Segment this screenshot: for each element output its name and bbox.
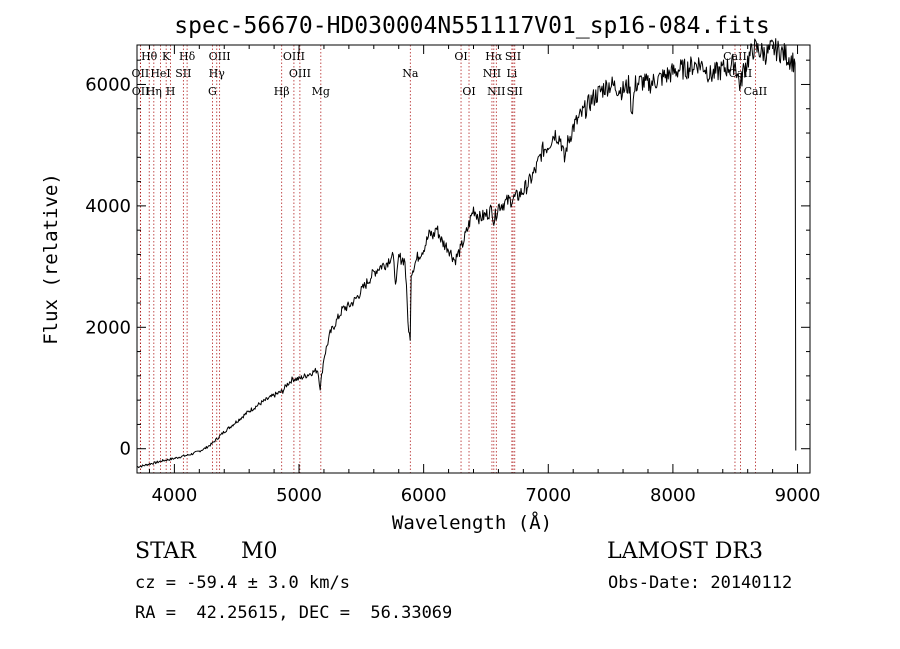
marker-label: G [208, 85, 217, 98]
coordinates-readout: RA = 42.25615, DEC = 56.33069 [135, 603, 453, 623]
marker-label: Hθ [141, 50, 158, 63]
marker-label: Hγ [209, 67, 226, 80]
marker-label: Li [506, 67, 517, 80]
marker-label: SII [175, 67, 191, 80]
x-axis-label: Wavelength (Å) [392, 511, 552, 534]
marker-label: OI [454, 50, 467, 63]
marker-label: H [166, 85, 176, 98]
y-tick-label: 0 [120, 439, 131, 460]
marker-label: Hδ [179, 50, 196, 63]
chart-title: spec-56670-HD030004N551117V01_sp16-084.f… [174, 13, 769, 39]
y-tick-label: 6000 [85, 74, 131, 95]
marker-label: Hα [485, 50, 503, 63]
x-tick-label: 9000 [775, 485, 821, 506]
x-tick-label: 5000 [276, 485, 322, 506]
marker-label: Hβ [274, 85, 290, 98]
marker-label: OIII [283, 50, 305, 63]
marker-label: K [162, 50, 171, 63]
x-tick-label: 8000 [650, 485, 696, 506]
y-axis-label: Flux (relative) [40, 173, 62, 345]
observation-date: Obs-Date: 20140112 [608, 573, 793, 593]
marker-label: Mg [312, 85, 330, 98]
marker-label: SII [507, 85, 523, 98]
y-tick-label: 4000 [85, 196, 131, 217]
marker-label: OI [462, 85, 475, 98]
x-tick-label: 7000 [525, 485, 571, 506]
series-layer [136, 38, 797, 469]
velocity-readout: cz = -59.4 ± 3.0 km/s [135, 573, 350, 593]
marker-label: OIII [209, 50, 231, 63]
marker-label: Na [402, 67, 419, 80]
marker-label: NII [483, 67, 501, 80]
object-type: STAR [135, 539, 196, 564]
marker-label: CaII [744, 85, 768, 98]
marker-label: Hη [146, 85, 162, 98]
y-axis: 0 2000 4000 6000 [85, 59, 810, 474]
marker-label: OII [132, 85, 150, 98]
marker-label: HeI [150, 67, 170, 80]
y-tick-label: 2000 [85, 317, 131, 338]
x-axis: 4000 5000 6000 7000 8000 9000 [148, 45, 821, 506]
survey-name: LAMOST DR3 [607, 539, 763, 564]
marker-label: NII [487, 85, 505, 98]
marker-label: SII [505, 50, 521, 63]
x-tick-label: 4000 [151, 485, 197, 506]
marker-label: OIII [289, 67, 311, 80]
marker-label: CaII [723, 50, 747, 63]
spectral-subclass: M0 [241, 539, 278, 564]
spectrum-line [136, 38, 797, 469]
plot-frame [136, 44, 811, 474]
x-tick-label: 6000 [401, 485, 447, 506]
